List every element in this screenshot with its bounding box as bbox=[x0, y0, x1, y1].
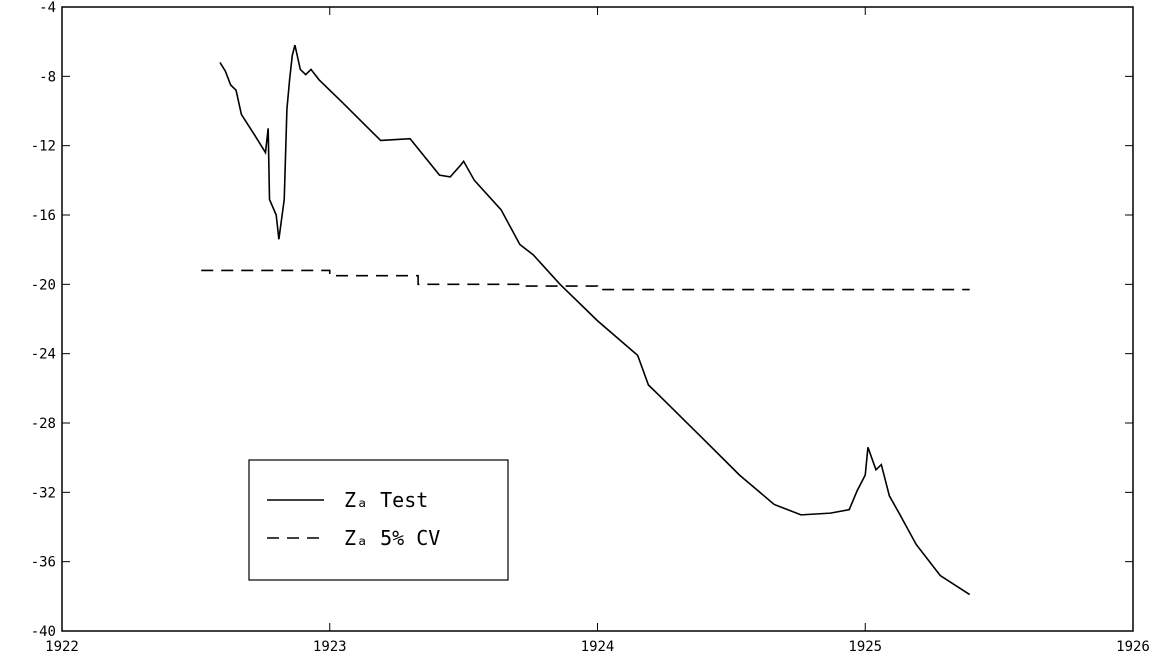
y-tick-label: -12 bbox=[31, 139, 56, 155]
x-tick-label: 1924 bbox=[581, 639, 615, 655]
y-tick-label: -40 bbox=[31, 624, 56, 640]
legend-box bbox=[248, 459, 509, 581]
y-tick-label: -8 bbox=[39, 69, 56, 85]
y-tick-label: -28 bbox=[31, 416, 56, 432]
series-line bbox=[201, 269, 970, 291]
y-tick-label: -20 bbox=[31, 277, 56, 293]
y-tick-label: -24 bbox=[31, 347, 56, 363]
series-line bbox=[219, 44, 971, 596]
legend-label: Zₐ Test bbox=[344, 488, 428, 512]
plot-frame bbox=[61, 6, 1134, 632]
y-tick-label: -36 bbox=[31, 555, 56, 571]
y-tick-label: -4 bbox=[39, 0, 56, 16]
legend-label: Zₐ 5% CV bbox=[344, 526, 440, 550]
y-tick-label: -16 bbox=[31, 208, 56, 224]
x-tick-label: 1926 bbox=[1116, 639, 1150, 655]
x-tick-label: 1923 bbox=[313, 639, 347, 655]
x-tick-label: 1922 bbox=[45, 639, 79, 655]
y-tick-label: -32 bbox=[31, 485, 56, 501]
x-tick-label: 1925 bbox=[848, 639, 882, 655]
